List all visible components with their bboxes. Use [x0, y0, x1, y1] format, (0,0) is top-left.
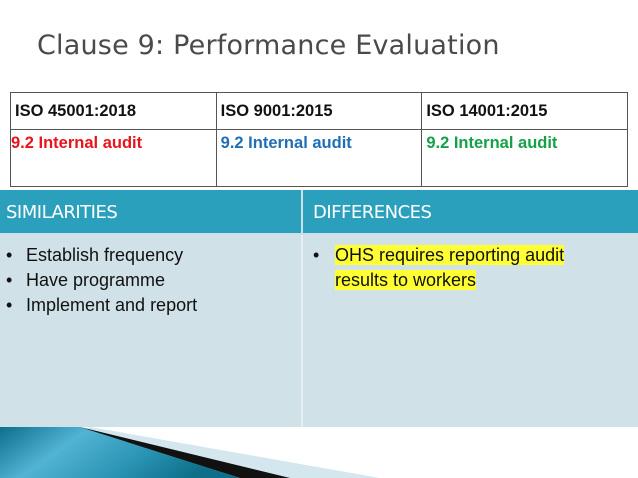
differences-cell: • OHS requires reporting audit results to… [303, 235, 638, 427]
bullet-icon: • [6, 270, 13, 290]
iso-9001-clause: 9.2 Internal audit [215, 129, 423, 187]
similarities-list: • Establish frequency • Have programme • Im… [0, 243, 301, 318]
iso-9001-header: ISO 9001:2015 [215, 92, 423, 130]
highlighted-text: OHS requires reporting audit results to … [335, 245, 565, 290]
bullet-icon: • [6, 245, 13, 265]
iso-45001-header: ISO 45001:2018 [10, 92, 217, 130]
iso-header-row: ISO 45001:2018 ISO 9001:2015 ISO 14001:2… [10, 92, 628, 130]
slide-title: Clause 9: Performance Evaluation [37, 30, 500, 61]
iso-standards-table: ISO 45001:2018 ISO 9001:2015 ISO 14001:2… [10, 92, 628, 187]
list-item-text: Implement and report [26, 295, 198, 315]
similarities-cell: • Establish frequency • Have programme • Im… [0, 235, 303, 427]
bullet-icon: • [313, 245, 320, 265]
list-item: • Have programme [0, 268, 301, 293]
similarities-header: SIMILARITIES [0, 190, 303, 235]
iso-14001-clause: 9.2 Internal audit [421, 129, 628, 187]
list-item: • Implement and report [0, 293, 301, 318]
bullet-icon: • [6, 295, 13, 315]
iso-14001-header: ISO 14001:2015 [421, 92, 628, 130]
iso-clause-row: 9.2 Internal audit 9.2 Internal audit 9.… [10, 129, 628, 187]
comparison-table: SIMILARITIES DIFFERENCES • Establish freq… [0, 190, 638, 427]
list-item: • OHS requires reporting audit results to… [303, 243, 638, 293]
iso-45001-clause: 9.2 Internal audit [10, 129, 217, 187]
list-item-text: Have programme [26, 270, 166, 290]
list-item: • Establish frequency [0, 243, 301, 268]
differences-list: • OHS requires reporting audit results to… [303, 243, 638, 293]
list-item-text: Establish frequency [26, 245, 184, 265]
differences-header: DIFFERENCES [303, 190, 638, 235]
decorative-swoosh [0, 427, 380, 478]
